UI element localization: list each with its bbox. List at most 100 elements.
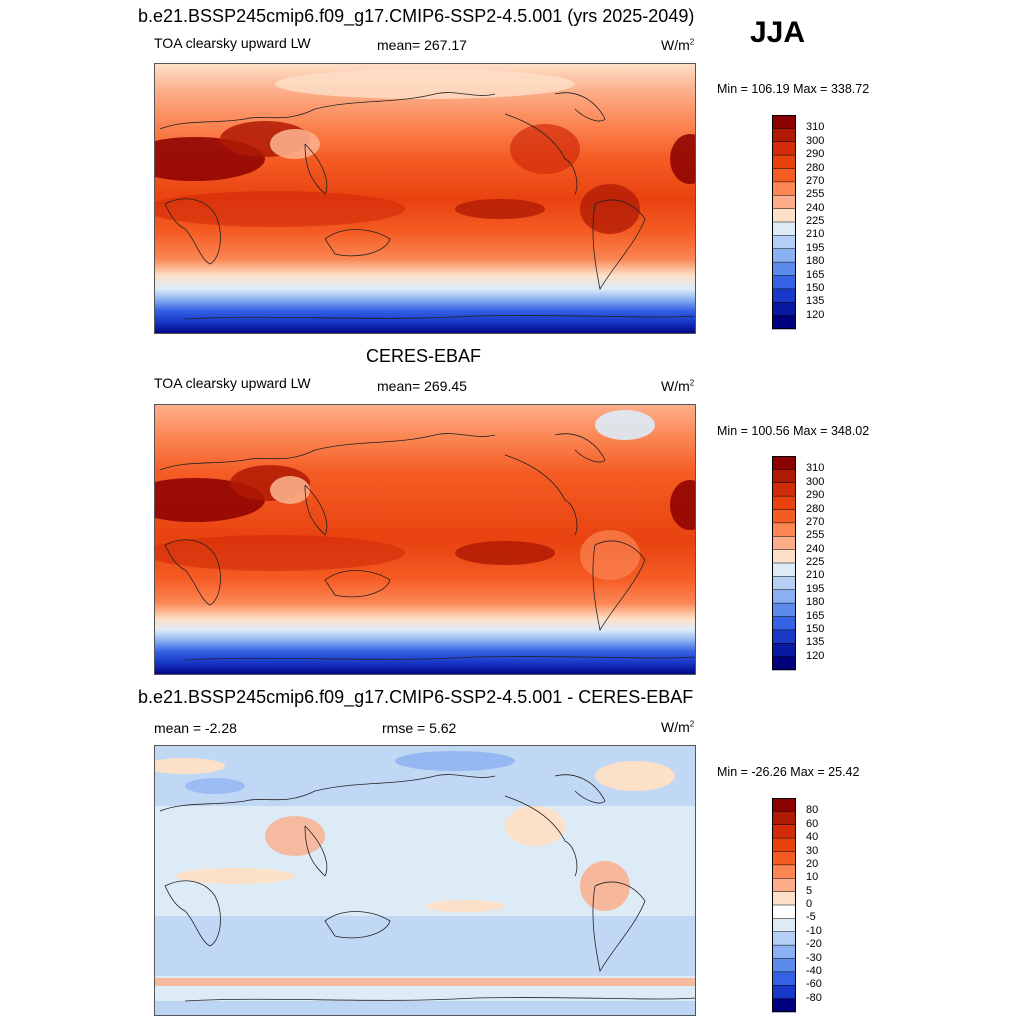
colorbar-swatch — [772, 643, 796, 657]
colorbar-swatch — [772, 275, 796, 290]
colorbar-swatch — [772, 864, 796, 879]
colorbar-swatch — [772, 235, 796, 250]
units-exponent: 2 — [689, 719, 695, 729]
colorbar-swatch — [772, 536, 796, 550]
panel-3-colorbar — [772, 798, 796, 1013]
panel-2-mean-label: mean= 269.45 — [377, 378, 467, 394]
colorbar-swatch — [772, 496, 796, 510]
colorbar-tick-label: 5 — [806, 884, 813, 897]
colorbar-swatch — [772, 549, 796, 564]
panel-3-title: b.e21.BSSP245cmip6.f09_g17.CMIP6-SSP2-4.… — [138, 687, 694, 707]
panel-1-map — [154, 63, 696, 334]
colorbar-swatch — [772, 656, 796, 671]
panel-1-mean-label: mean= 267.17 — [377, 37, 467, 53]
colorbar-tick-label: -30 — [806, 951, 822, 964]
colorbar-tick-label: -80 — [806, 991, 822, 1004]
colorbar-swatch — [772, 522, 796, 537]
panel-3-rmse-label: rmse = 5.62 — [382, 720, 457, 736]
units-base: W/m — [661, 719, 690, 735]
colorbar-swatch — [772, 208, 796, 223]
colorbar-swatch — [772, 262, 796, 276]
colorbar-tick-label: 180 — [806, 596, 825, 609]
colorbar-tick-label: 225 — [806, 556, 825, 568]
panel-3-map-svg — [155, 746, 695, 1015]
season-label: JJA — [750, 16, 806, 49]
panel-2-units: W/m2 — [661, 379, 694, 393]
colorbar-tick-label: 290 — [806, 489, 825, 502]
colorbar-swatch — [772, 905, 796, 919]
colorbar-swatch — [772, 931, 796, 946]
colorbar-tick-label: -10 — [806, 924, 822, 937]
colorbar-swatch — [772, 168, 796, 183]
units-exponent: 2 — [689, 37, 695, 47]
colorbar-tick-label: 165 — [806, 268, 825, 281]
colorbar-swatch — [772, 222, 796, 236]
panel-2-title: CERES-EBAF — [366, 346, 482, 366]
colorbar-tick-label: 210 — [806, 228, 825, 241]
colorbar-swatch — [772, 998, 796, 1013]
colorbar-tick-label: 195 — [806, 241, 825, 254]
colorbar-swatch — [772, 629, 796, 644]
panel-2-minmax: Min = 100.56 Max = 348.02 — [717, 424, 870, 438]
colorbar-tick-label: 150 — [806, 622, 825, 635]
colorbar-swatch — [772, 811, 796, 826]
colorbar-swatch — [772, 603, 796, 617]
colorbar-swatch — [772, 482, 796, 497]
colorbar-tick-label: 300 — [806, 134, 825, 147]
panel-2-map — [154, 404, 696, 675]
colorbar-tick-label: 255 — [806, 188, 825, 201]
panel-1-colorbar — [772, 115, 796, 330]
colorbar-tick-label: 0 — [806, 898, 813, 910]
panel-3-minmax: Min = -26.26 Max = 25.42 — [717, 765, 860, 779]
colorbar-swatch — [772, 509, 796, 524]
colorbar-swatch — [772, 181, 796, 196]
colorbar-swatch — [772, 985, 796, 999]
colorbar-tick-label: 210 — [806, 569, 825, 582]
colorbar-swatch — [772, 248, 796, 263]
units-exponent: 2 — [689, 378, 695, 388]
panel-1-colorbar-svg — [772, 115, 796, 330]
colorbar-tick-label: -5 — [806, 911, 816, 924]
panel-1-variable-label: TOA clearsky upward LW — [154, 35, 311, 51]
colorbar-tick-label: 240 — [806, 201, 825, 214]
colorbar-swatch — [772, 971, 796, 986]
colorbar-tick-label: 135 — [806, 636, 825, 649]
panel-3-mean-label: mean = -2.28 — [154, 720, 237, 736]
colorbar-tick-label: 180 — [806, 255, 825, 268]
panel-1-units: W/m2 — [661, 38, 694, 52]
colorbar-tick-label: 165 — [806, 609, 825, 622]
units-base: W/m — [661, 37, 690, 53]
colorbar-swatch — [772, 798, 796, 812]
colorbar-swatch — [772, 918, 796, 933]
colorbar-tick-label: 80 — [806, 804, 819, 817]
panel-2-variable-label: TOA clearsky upward LW — [154, 375, 311, 391]
colorbar-tick-label: 290 — [806, 148, 825, 161]
colorbar-tick-label: 310 — [806, 121, 825, 134]
colorbar-tick-label: 30 — [806, 844, 819, 857]
colorbar-swatch — [772, 288, 796, 303]
colorbar-tick-label: 255 — [806, 529, 825, 542]
colorbar-tick-label: 310 — [806, 462, 825, 475]
panel-1-title: b.e21.BSSP245cmip6.f09_g17.CMIP6-SSP2-4.… — [138, 6, 695, 26]
colorbar-swatch — [772, 469, 796, 484]
colorbar-tick-label: 300 — [806, 475, 825, 488]
colorbar-swatch — [772, 838, 796, 852]
colorbar-tick-label: 10 — [806, 871, 819, 884]
colorbar-tick-label: 280 — [806, 161, 825, 174]
panel-1-minmax: Min = 106.19 Max = 338.72 — [717, 82, 870, 96]
colorbar-swatch — [772, 589, 796, 604]
colorbar-swatch — [772, 851, 796, 866]
panel-3-units: W/m2 — [661, 720, 694, 734]
colorbar-swatch — [772, 155, 796, 169]
colorbar-tick-label: 135 — [806, 295, 825, 308]
colorbar-tick-label: 240 — [806, 542, 825, 555]
colorbar-swatch — [772, 128, 796, 143]
colorbar-tick-label: 195 — [806, 582, 825, 595]
colorbar-tick-label: -40 — [806, 964, 822, 977]
colorbar-tick-label: -20 — [806, 938, 822, 951]
panel-3-map — [154, 745, 696, 1016]
colorbar-tick-label: 20 — [806, 857, 819, 870]
colorbar-tick-label: 225 — [806, 215, 825, 227]
colorbar-tick-label: 40 — [806, 831, 819, 844]
colorbar-swatch — [772, 958, 796, 973]
